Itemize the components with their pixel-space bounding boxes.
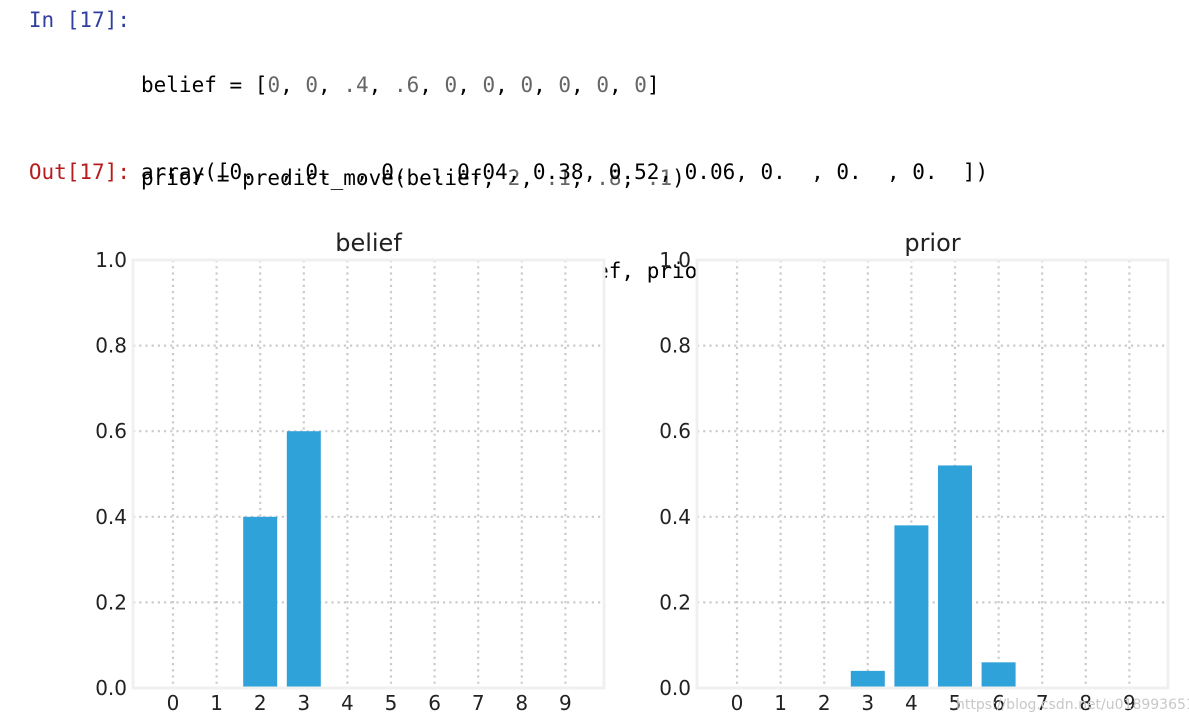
- belief-xtick-label: 8: [515, 691, 528, 715]
- prior-ytick-label: 0.6: [659, 419, 691, 443]
- code-number: .8: [596, 166, 622, 190]
- prior-xtick-label: 7: [1036, 691, 1049, 715]
- code-number: 0: [267, 73, 281, 97]
- output-text: array([0. , 0. , 0. , 0.04, 0.38, 0.52, …: [141, 160, 989, 184]
- code-number: 0: [444, 73, 458, 97]
- belief-xtick-label: 9: [559, 691, 572, 715]
- belief-ytick-label: 0.4: [95, 505, 127, 529]
- prior-xtick-label: 1: [774, 691, 787, 715]
- belief-frame: [131, 258, 606, 690]
- code-number: 0: [558, 73, 572, 97]
- prior-xtick-label: 6: [992, 691, 1005, 715]
- prior-ytick-label: 0.2: [659, 590, 691, 614]
- code-number: .1: [646, 166, 673, 190]
- code-number: 0: [520, 73, 534, 97]
- prior-ytick-label: 1.0: [659, 248, 691, 272]
- prior-chart-title: prior: [904, 229, 960, 257]
- belief-ytick-label: 1.0: [95, 248, 127, 272]
- code-number: .4: [343, 73, 369, 97]
- code-number: 0: [634, 73, 647, 97]
- code-number: .6: [393, 73, 420, 97]
- belief-bar-3: [286, 431, 321, 688]
- belief-ytick-label: 0.2: [95, 590, 127, 614]
- prior-frame: [695, 258, 1170, 690]
- output-prompt: Out[17]:: [28, 160, 130, 184]
- belief-xtick-label: 2: [254, 691, 267, 715]
- prior-xtick-label: 2: [818, 691, 831, 715]
- belief-ytick-label: 0.6: [95, 419, 127, 443]
- watermark-text: https://blog.csdn.net/u01899365121: [956, 697, 1189, 713]
- prior-xtick-label: 8: [1079, 691, 1092, 715]
- belief-xtick-label: 3: [297, 691, 310, 715]
- prior-bar-5: [938, 465, 972, 688]
- code-line-2: prior = predict_move(belief, 2, .1, .8, …: [141, 166, 685, 190]
- prior-bar-6: [981, 662, 1016, 688]
- prior-bar-3: [850, 670, 885, 688]
- code-number: 0: [596, 73, 609, 97]
- code-number: 2: [507, 166, 521, 190]
- prior-ytick-label: 0.4: [659, 505, 691, 529]
- belief-xtick-label: 0: [167, 691, 180, 715]
- code-number: 0: [482, 73, 496, 97]
- prior-ytick-label: 0.8: [659, 334, 691, 358]
- prior-ytick-label: 0.0: [659, 676, 691, 700]
- belief-chart-title: belief: [335, 229, 402, 257]
- belief-xtick-label: 1: [210, 691, 223, 715]
- code-number: .1: [545, 166, 571, 190]
- prior-bar-4: [894, 525, 929, 688]
- belief-xtick-label: 7: [472, 691, 485, 715]
- input-prompt: In [17]:: [28, 8, 130, 32]
- code-number: 0: [305, 73, 319, 97]
- belief-xtick-label: 5: [385, 691, 398, 715]
- belief-xtick-label: 6: [428, 691, 441, 715]
- belief-ytick-label: 0.8: [95, 334, 127, 358]
- prior-plot-area: [697, 260, 1168, 688]
- belief-plot-area: [133, 260, 604, 688]
- prior-xtick-label: 9: [1123, 691, 1136, 715]
- belief-ytick-label: 0.0: [95, 676, 127, 700]
- belief-xtick-label: 4: [341, 691, 354, 715]
- prior-xtick-label: 4: [905, 691, 918, 715]
- prior-xtick-label: 5: [949, 691, 962, 715]
- belief-bar-2: [243, 516, 278, 688]
- prior-xtick-label: 0: [731, 691, 744, 715]
- code-line-1: belief = [0, 0, .4, .6, 0, 0, 0, 0, 0, 0…: [141, 73, 660, 97]
- prior-xtick-label: 3: [861, 691, 874, 715]
